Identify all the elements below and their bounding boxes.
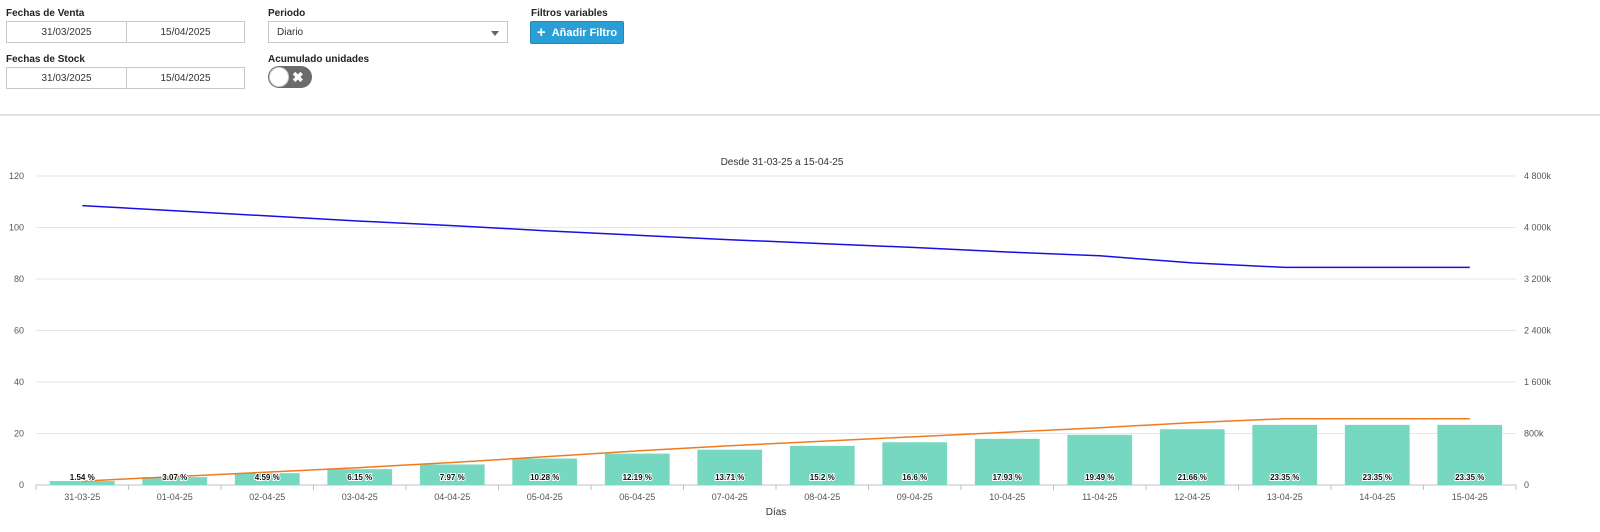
- x-tick-label: 12-04-25: [1174, 492, 1210, 502]
- periodo-select[interactable]: Diario: [268, 21, 508, 43]
- x-tick-label: 13-04-25: [1267, 492, 1303, 502]
- fecha-stock-desde-input[interactable]: 31/03/2025: [6, 67, 127, 89]
- bar: [419, 464, 485, 485]
- x-tick-label: 11-04-25: [1082, 492, 1117, 502]
- y-tick-label: 60: [14, 326, 24, 336]
- bar: [142, 477, 208, 485]
- close-icon: ✖: [292, 69, 304, 85]
- filtros-variables-label: Filtros variables: [531, 8, 608, 19]
- bar: [1159, 429, 1225, 485]
- bar-data-label: 10.28 %: [530, 473, 559, 482]
- y2-tick-label: 800k: [1524, 429, 1544, 439]
- stock-line: [82, 204, 1470, 269]
- y2-tick-label: 0: [1524, 480, 1529, 490]
- plus-icon: +: [536, 24, 546, 41]
- bar-data-label: 1.54 %: [70, 473, 95, 482]
- add-filter-button[interactable]: + Añadir Filtro: [530, 21, 624, 44]
- bar-data-label: 23.35 %: [1455, 473, 1484, 482]
- bar-data-label: 4.59 %: [255, 473, 280, 482]
- periodo-label: Periodo: [268, 8, 306, 19]
- bar-data-label: 13.71 %: [715, 473, 744, 482]
- x-tick-label: 04-04-25: [434, 492, 470, 502]
- y2-tick-label: 1 600k: [1524, 377, 1552, 387]
- bar-data-label: 21.66 %: [1178, 473, 1207, 482]
- x-tick-label: 07-04-25: [712, 492, 748, 502]
- y-tick-label: 0: [19, 480, 24, 490]
- x-tick-label: 10-04-25: [989, 492, 1025, 502]
- bar-data-label: 16.6 %: [902, 473, 927, 482]
- chevron-down-icon: [491, 31, 499, 36]
- fecha-stock-hasta-input[interactable]: 15/04/2025: [126, 67, 245, 89]
- x-tick-label: 02-04-25: [249, 492, 285, 502]
- x-tick-label: 14-04-25: [1359, 492, 1395, 502]
- x-axis-title: Días: [766, 507, 787, 518]
- y2-tick-label: 4 800k: [1524, 171, 1552, 181]
- bar-data-label: 19.49 %: [1085, 473, 1114, 482]
- bar-data-label: 12.19 %: [623, 473, 652, 482]
- periodo-value: Diario: [277, 26, 304, 38]
- bar: [327, 469, 393, 485]
- x-tick-label: 15-04-25: [1452, 492, 1488, 502]
- bar-data-label: 17.93 %: [993, 473, 1022, 482]
- bar-data-label: 15.2 %: [810, 473, 835, 482]
- bar: [1437, 424, 1503, 485]
- fecha-venta-hasta-input[interactable]: 15/04/2025: [126, 21, 245, 43]
- x-tick-label: 31-03-25: [64, 492, 100, 502]
- bar: [1252, 424, 1318, 485]
- bar: [49, 481, 115, 485]
- y-tick-label: 20: [14, 429, 24, 439]
- y-tick-label: 80: [14, 274, 24, 284]
- bar: [789, 445, 855, 485]
- add-filter-label: Añadir Filtro: [551, 26, 618, 39]
- acumulado-label: Acumulado unidades: [268, 54, 370, 65]
- fechas-stock-label: Fechas de Stock: [6, 54, 85, 65]
- y-tick-label: 40: [14, 377, 24, 387]
- bar: [512, 458, 578, 485]
- bar: [604, 453, 670, 485]
- sales-line: [82, 417, 1470, 482]
- x-tick-label: 08-04-25: [804, 492, 840, 502]
- y2-tick-label: 3 200k: [1524, 274, 1552, 284]
- x-tick-label: 03-04-25: [342, 492, 378, 502]
- x-tick-label: 09-04-25: [897, 492, 933, 502]
- y2-tick-label: 2 400k: [1524, 326, 1552, 336]
- y2-tick-label: 4 000k: [1524, 223, 1552, 233]
- fechas-venta-label: Fechas de Venta: [6, 8, 85, 19]
- bar-data-label: 6.15 %: [347, 473, 372, 482]
- bar: [882, 442, 948, 485]
- y-tick-label: 100: [9, 223, 24, 233]
- bar: [234, 473, 300, 485]
- y-tick-label: 120: [9, 171, 24, 181]
- section-divider: [0, 114, 1600, 116]
- chart-title: Desde 31-03-25 a 15-04-25: [721, 157, 844, 168]
- toggle-knob: [269, 67, 289, 87]
- bar: [1344, 424, 1410, 485]
- x-tick-label: 01-04-25: [157, 492, 193, 502]
- bar-data-label: 23.35 %: [1363, 473, 1392, 482]
- bar-data-label: 23.35 %: [1270, 473, 1299, 482]
- bar-data-label: 3.07 %: [162, 473, 187, 482]
- bar: [974, 438, 1040, 485]
- bar: [697, 449, 763, 485]
- x-tick-label: 06-04-25: [619, 492, 655, 502]
- bar-data-label: 7.97 %: [440, 473, 465, 482]
- x-tick-label: 05-04-25: [527, 492, 563, 502]
- bar: [1067, 434, 1133, 485]
- acumulado-toggle[interactable]: ✖: [268, 66, 312, 88]
